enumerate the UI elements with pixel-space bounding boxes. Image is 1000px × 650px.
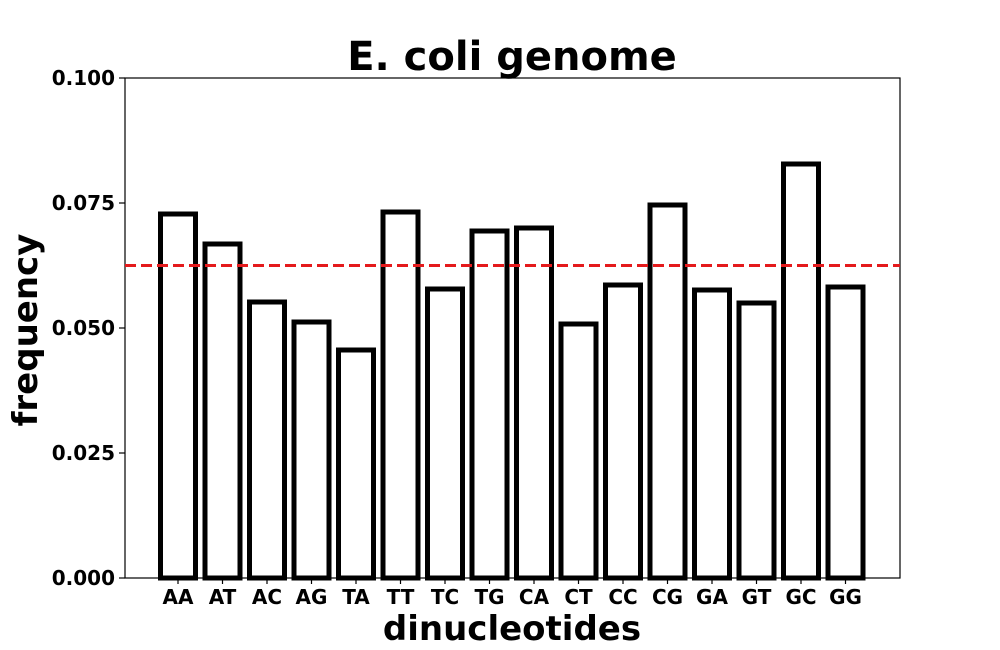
y-tick-label: 0.000 (52, 566, 115, 590)
x-tick-label: AG (296, 585, 328, 609)
x-tick-label: GG (829, 585, 862, 609)
bar-ca (514, 225, 554, 581)
y-tick-label: 0.100 (52, 66, 115, 90)
x-tick-label: TG (474, 585, 504, 609)
x-tick-label: GT (742, 585, 772, 609)
bar-cg (647, 202, 688, 581)
bar-gg (825, 284, 866, 581)
bars-group (158, 161, 866, 581)
bar-ga (692, 287, 732, 581)
x-tick-label: AT (209, 585, 237, 609)
x-tick-label: AA (163, 585, 194, 609)
bar-gt (736, 300, 777, 581)
bar-ta (336, 347, 376, 581)
bar-tg (469, 228, 510, 581)
x-axis: AA AT AC AG TA TT TC TG CA CT CC CG GA GT GC GG (163, 578, 862, 609)
bar-ac (247, 299, 287, 581)
chart-title: E. coli genome (347, 34, 677, 80)
x-tick-label: AC (252, 585, 282, 609)
x-tick-label: TA (342, 585, 370, 609)
y-axis-label: frequency (6, 234, 46, 427)
x-tick-label: CC (608, 585, 637, 609)
x-tick-label: CA (519, 585, 550, 609)
bar-ct (558, 321, 599, 581)
bar-cc (603, 282, 643, 581)
y-tick-label: 0.025 (52, 441, 115, 465)
x-tick-label: GC (785, 585, 816, 609)
bar-at (202, 241, 243, 581)
x-tick-label: CG (652, 585, 683, 609)
x-axis-label: dinucleotides (383, 609, 641, 649)
bar-aa (158, 211, 198, 581)
bar-tc (425, 286, 465, 581)
x-tick-label: CT (564, 585, 593, 609)
x-tick-label: TC (431, 585, 459, 609)
x-tick-label: GA (696, 585, 728, 609)
y-tick-label: 0.050 (52, 316, 115, 340)
bar-ag (291, 319, 332, 581)
y-tick-label: 0.075 (52, 191, 115, 215)
x-tick-label: TT (387, 585, 415, 609)
y-axis: 0.000 0.025 0.050 0.075 0.100 (52, 66, 125, 590)
bar-gc (781, 161, 821, 581)
